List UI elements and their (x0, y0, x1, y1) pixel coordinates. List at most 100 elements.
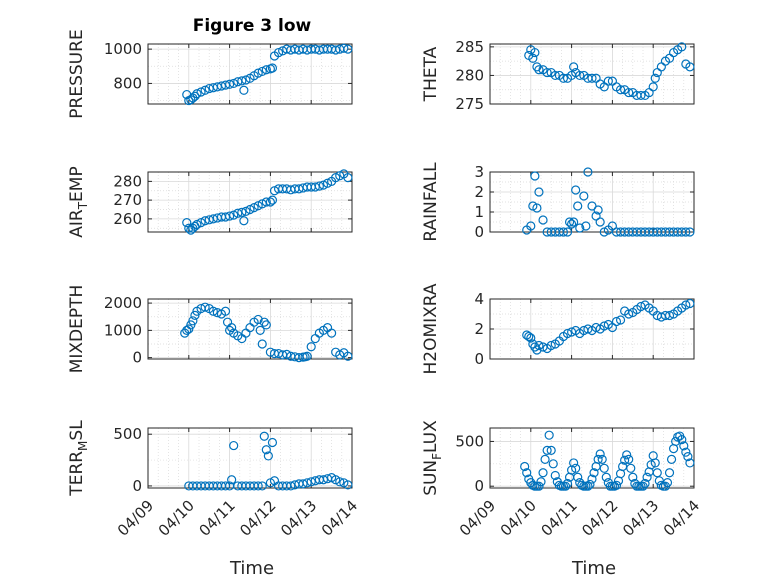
data-point (261, 197, 271, 207)
y-tick-label: 270 (113, 191, 142, 209)
data-point (343, 173, 353, 183)
y-tick-label: 0 (474, 477, 484, 495)
data-point (184, 223, 194, 233)
data-point (314, 181, 324, 191)
data-point (331, 173, 341, 183)
data-point (566, 219, 577, 229)
x-tick-label: 04/14 (660, 496, 703, 539)
data-point (628, 472, 638, 482)
subplot-pressure: 800 1000 PRESSURE (67, 29, 353, 119)
y-tick-label: 800 (113, 74, 142, 92)
data-point (192, 89, 202, 99)
figure-title: Figure 3 low (193, 16, 312, 36)
data-point (575, 70, 585, 81)
y-tick-label: 1 (474, 203, 484, 221)
data-point (229, 78, 239, 89)
data-point (636, 90, 646, 101)
data-point (593, 454, 603, 464)
data-point (343, 44, 353, 54)
y-axis-label: SUNFLUX (421, 420, 444, 496)
data-point (339, 43, 349, 53)
data-point (532, 62, 542, 72)
axes-box (147, 171, 353, 233)
data-point (534, 187, 544, 197)
x-tick-label: 04/13 (277, 496, 320, 539)
data-point (601, 472, 611, 482)
data-point (583, 167, 593, 177)
data-point (683, 452, 693, 462)
data-point (261, 445, 271, 455)
y-tick-label: 280 (455, 66, 484, 84)
data-point (677, 435, 687, 445)
data-point (257, 481, 267, 491)
x-tick-label: 04/12 (236, 496, 279, 539)
data-point (677, 42, 687, 52)
data-point (343, 351, 353, 361)
data-point (322, 178, 333, 188)
data-point (664, 310, 675, 321)
x-tick-label: 04/11 (537, 496, 580, 539)
data-point (546, 445, 556, 455)
data-point (306, 342, 316, 352)
data-point (642, 472, 652, 482)
data-point (597, 454, 607, 464)
data-point (327, 328, 337, 338)
data-point (538, 468, 548, 478)
data-point (239, 216, 249, 226)
data-point (573, 201, 583, 211)
data-point (664, 468, 675, 478)
data-point (526, 333, 536, 343)
data-point (267, 195, 278, 205)
data-point (225, 79, 235, 89)
data-point (538, 215, 548, 225)
data-point (581, 221, 591, 231)
y-tick-label: 0 (474, 350, 484, 368)
data-point (302, 478, 312, 488)
data-point (237, 76, 247, 86)
data-point (546, 340, 556, 351)
data-point (679, 441, 689, 451)
data-point (318, 475, 329, 485)
data-point (571, 463, 581, 473)
data-point (257, 339, 267, 349)
data-point (522, 468, 532, 478)
y-tick-label: 0 (132, 477, 142, 495)
data-point (611, 316, 622, 327)
data-point (524, 331, 534, 342)
data-point (286, 481, 296, 491)
data-point (200, 302, 210, 312)
y-axis-label: H2OMIXRA (421, 283, 441, 374)
data-point (259, 431, 269, 441)
data-point (666, 454, 677, 464)
y-axis-label: TERRMSL (67, 420, 90, 497)
data-point (562, 328, 573, 339)
y-tick-label: 0 (132, 349, 142, 367)
data-point (599, 463, 609, 473)
data-point (562, 227, 573, 237)
data-point (259, 317, 269, 327)
axes-box (489, 43, 695, 105)
data-point (306, 477, 316, 487)
x-tick-label: 04/09 (456, 496, 499, 539)
data-point (569, 458, 579, 468)
y-tick-label: 2 (474, 183, 484, 201)
data-point (681, 447, 691, 457)
data-point (261, 320, 271, 330)
data-point (302, 351, 312, 361)
data-point (595, 449, 605, 459)
data-point (298, 479, 308, 489)
data-point (640, 478, 650, 489)
data-point (593, 205, 603, 215)
data-point (220, 306, 231, 316)
y-axis-label: AIRTEMP (67, 166, 90, 237)
data-point (267, 63, 278, 73)
data-point (595, 217, 605, 227)
data-point (526, 221, 536, 231)
data-point (267, 437, 278, 448)
data-point (542, 67, 552, 78)
data-point (569, 217, 579, 227)
data-point (253, 68, 263, 78)
data-point (544, 430, 554, 440)
data-point (196, 218, 206, 228)
